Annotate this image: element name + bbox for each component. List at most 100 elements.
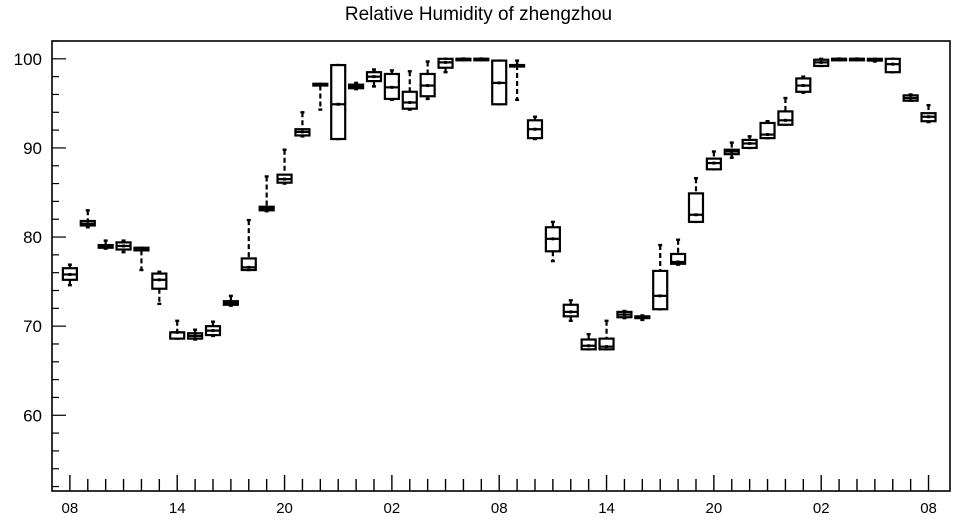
- box-plot: [151, 270, 168, 306]
- y-tick-label: 70: [23, 317, 42, 336]
- mean-marker: [479, 57, 483, 61]
- box-plot: [115, 239, 132, 254]
- box-plot: [419, 60, 436, 101]
- box-plot: [526, 115, 544, 141]
- box-plot: [473, 57, 490, 62]
- box-plot: [401, 70, 418, 111]
- x-tick-label: 08: [920, 500, 937, 517]
- mean-marker: [68, 272, 72, 276]
- mean-marker: [354, 84, 358, 88]
- mean-marker: [444, 60, 448, 64]
- box-plot: [544, 220, 561, 263]
- mean-marker: [694, 213, 698, 217]
- mean-marker: [927, 115, 931, 119]
- box-plot: [294, 111, 311, 138]
- box-plot: [97, 239, 114, 250]
- x-tick-label: 14: [169, 500, 186, 517]
- mean-marker: [229, 301, 233, 305]
- plot-frame: [51, 40, 951, 492]
- mean-marker: [891, 62, 895, 66]
- box-plot: [759, 119, 776, 140]
- mean-marker: [104, 244, 108, 248]
- box-plot: [312, 82, 329, 111]
- mean-marker: [605, 345, 609, 349]
- box-plot: [777, 96, 794, 126]
- iqr-box: [777, 110, 794, 126]
- box-plot: [455, 57, 472, 62]
- mean-marker: [211, 329, 215, 333]
- iqr-box: [669, 252, 687, 265]
- box-plot: [580, 332, 597, 351]
- mean-marker: [801, 84, 805, 88]
- box-plot: [598, 319, 615, 351]
- box-plot: [348, 81, 365, 91]
- x-tick-label: 20: [706, 500, 723, 517]
- box-plot: [491, 59, 508, 106]
- mean-marker: [533, 127, 537, 131]
- box-plot: [61, 263, 78, 287]
- mean-marker: [730, 149, 734, 153]
- box-plot: [133, 246, 150, 272]
- mean-marker: [318, 83, 322, 87]
- mean-marker: [819, 60, 823, 64]
- mean-marker: [139, 248, 143, 252]
- boxes-layer: [61, 57, 937, 351]
- x-tick-label: 02: [384, 500, 401, 517]
- mean-marker: [426, 84, 430, 88]
- iqr-box: [687, 192, 705, 223]
- x-tick-label: 02: [813, 500, 830, 517]
- box-plot: [240, 218, 257, 272]
- mean-marker: [372, 75, 376, 79]
- mean-marker: [783, 118, 787, 122]
- mean-marker: [247, 265, 251, 269]
- box-plot: [830, 57, 848, 62]
- iqr-box: [401, 90, 418, 110]
- box-plot: [669, 238, 687, 266]
- mean-marker: [408, 100, 412, 104]
- mean-marker: [587, 344, 591, 348]
- box-plot: [258, 175, 275, 213]
- y-tick-label: 80: [23, 228, 42, 247]
- x-tick-label: 14: [598, 500, 615, 517]
- iqr-box: [330, 63, 347, 141]
- box-plot: [884, 57, 901, 74]
- box-plot: [79, 209, 96, 229]
- box-plot: [813, 57, 830, 68]
- mean-marker: [658, 294, 662, 298]
- box-plot: [920, 103, 937, 124]
- mean-marker: [640, 315, 644, 319]
- mean-marker: [390, 85, 394, 89]
- box-plot: [848, 57, 866, 62]
- mean-marker: [622, 313, 626, 317]
- mean-marker: [766, 133, 770, 137]
- mean-marker: [837, 57, 841, 61]
- mean-marker: [515, 63, 519, 67]
- box-plot: [365, 68, 383, 88]
- axes-layer: 60 70 80 90 100 08 14 20 02 08 14 20 02 08: [14, 40, 937, 517]
- box-plot: [687, 177, 705, 224]
- iqr-box: [598, 337, 615, 351]
- mean-marker: [855, 57, 859, 61]
- x-tick-label: 08: [491, 500, 508, 517]
- box-plot: [723, 141, 740, 159]
- x-tick-label: 20: [276, 500, 293, 517]
- box-plot: [383, 69, 400, 102]
- box-plot: [652, 243, 669, 311]
- mean-marker: [265, 207, 269, 211]
- box-plot: [741, 135, 758, 150]
- box-plot: [330, 63, 347, 141]
- box-plot: [204, 320, 222, 338]
- box-plot: [437, 57, 454, 74]
- mean-marker: [157, 278, 161, 282]
- y-tick-label: 100: [14, 50, 42, 69]
- chart-title: Relative Humidity of zhengzhou: [344, 4, 613, 25]
- mean-marker: [283, 177, 287, 181]
- mean-marker: [300, 130, 304, 134]
- mean-marker: [461, 57, 465, 61]
- box-plot: [169, 319, 186, 340]
- mean-marker: [497, 81, 501, 85]
- mean-marker: [712, 161, 716, 165]
- box-plot: [562, 299, 579, 323]
- box-plot: [187, 328, 204, 341]
